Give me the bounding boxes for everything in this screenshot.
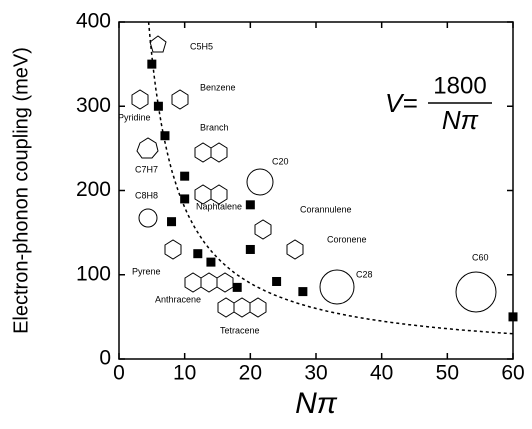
x-tick-label: 10 bbox=[173, 362, 196, 385]
data-point bbox=[180, 194, 189, 203]
molecule-label: Coronene bbox=[327, 234, 367, 244]
molecule-label: Branch bbox=[200, 122, 229, 132]
data-point bbox=[298, 287, 307, 296]
molecule-label: Corannulene bbox=[300, 204, 352, 214]
molecule-label: Pyrene bbox=[132, 266, 161, 276]
molecule-label: Tetracene bbox=[220, 325, 260, 335]
equation-numerator: 1800 bbox=[433, 72, 486, 99]
y-tick-label: 300 bbox=[76, 94, 111, 117]
data-point bbox=[206, 258, 215, 267]
data-point bbox=[193, 249, 202, 258]
y-axis-label: Electron-phonon coupling (meV) bbox=[10, 47, 32, 334]
molecule-label: C7H7 bbox=[135, 164, 158, 174]
x-tick-label: 50 bbox=[436, 362, 459, 385]
data-point bbox=[233, 283, 242, 292]
data-point bbox=[167, 217, 176, 226]
data-point bbox=[509, 312, 518, 321]
data-point bbox=[154, 102, 163, 111]
data-point bbox=[246, 245, 255, 254]
molecule-label: C8H8 bbox=[135, 190, 158, 200]
x-tick-label: 60 bbox=[501, 362, 524, 385]
molecule-label: C60 bbox=[472, 252, 489, 262]
molecule-label: Naphtalene bbox=[196, 201, 242, 211]
data-point bbox=[272, 277, 281, 286]
y-tick-label: 200 bbox=[76, 178, 111, 201]
x-axis-label: Nπ bbox=[295, 387, 338, 420]
y-tick-label: 0 bbox=[99, 347, 111, 370]
x-tick-label: 40 bbox=[370, 362, 393, 385]
molecule-label: C5H5 bbox=[190, 41, 213, 51]
data-point bbox=[147, 60, 156, 69]
equation-denominator: Nπ bbox=[442, 105, 479, 135]
x-tick-label: 0 bbox=[113, 362, 125, 385]
data-point bbox=[160, 131, 169, 140]
x-tick-label: 30 bbox=[304, 362, 327, 385]
y-tick-label: 100 bbox=[76, 262, 111, 285]
molecule-label: C20 bbox=[272, 156, 289, 166]
y-tick-label: 400 bbox=[76, 10, 111, 33]
equation-lhs: V= bbox=[385, 88, 418, 118]
chart: 0 10 20 30 40 50 60 0 100 200 300 400 Electron-phono… bbox=[0, 0, 532, 429]
data-point bbox=[246, 200, 255, 209]
molecule-label: C28 bbox=[356, 269, 373, 279]
molecule-label: Benzene bbox=[200, 82, 236, 92]
fit-curve bbox=[149, 22, 513, 334]
x-tick-label: 20 bbox=[239, 362, 262, 385]
molecule-label: Pyridine bbox=[118, 112, 151, 122]
data-point bbox=[180, 172, 189, 181]
molecule-label: Anthracene bbox=[155, 294, 201, 304]
